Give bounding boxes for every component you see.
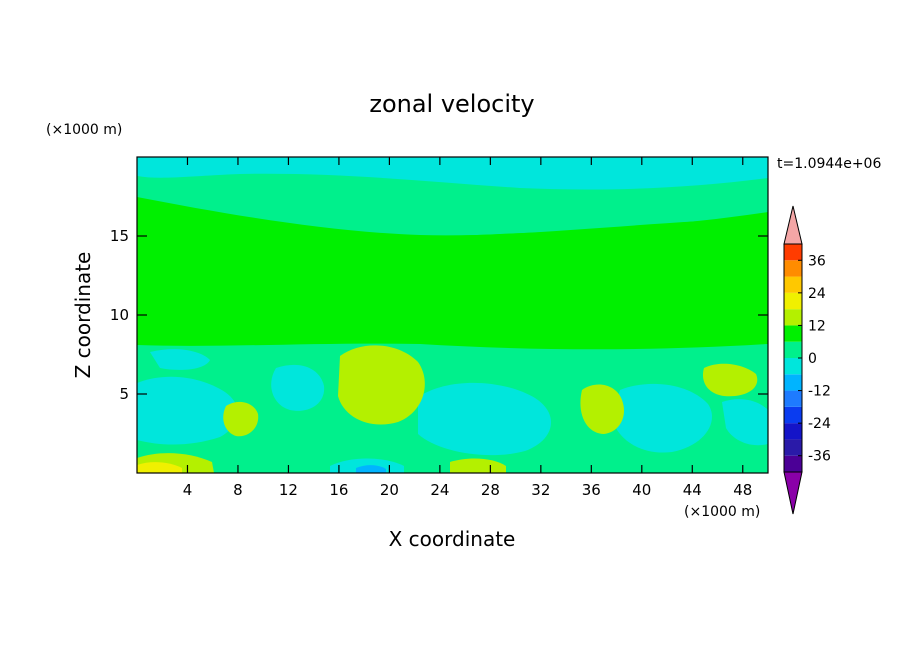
x-unit-label: (×1000 m) xyxy=(684,504,760,520)
field-low-cyan-far-right xyxy=(722,399,768,446)
x-tick-label: 12 xyxy=(279,481,298,499)
field-surface-blue-20 xyxy=(356,465,386,473)
colorbar-segment xyxy=(784,276,802,293)
x-tick-label: 48 xyxy=(733,481,752,499)
field-surface-yellow-core xyxy=(137,462,182,473)
field-mid-cyan-left xyxy=(150,349,210,370)
colorbar-tick-label: 12 xyxy=(808,318,826,334)
colorbar-segment xyxy=(784,406,802,424)
colorbar-tick-label: -36 xyxy=(808,449,831,465)
field-low-cyan-right xyxy=(612,383,712,453)
x-tick-label: 8 xyxy=(233,481,243,499)
field-blob-yellowgreen-46 xyxy=(702,363,758,397)
y-tick-label: 5 xyxy=(119,385,129,403)
x-tick-label: 32 xyxy=(531,481,550,499)
x-tick-label: 36 xyxy=(582,481,601,499)
field-low-cyan-left xyxy=(137,376,238,445)
x-tick-label: 16 xyxy=(329,481,348,499)
y-unit-label: (×1000 m) xyxy=(46,122,122,138)
colorbar-tick-label: 36 xyxy=(808,253,826,269)
field-top-cyan xyxy=(137,157,768,190)
field-blob-yellowgreen-20 xyxy=(338,345,425,425)
colorbar-segment xyxy=(784,358,802,375)
x-tick-label: 28 xyxy=(481,481,500,499)
colorbar-tick-label: -12 xyxy=(808,384,831,400)
colorbar-segment xyxy=(784,455,802,472)
x-axis-title: X coordinate xyxy=(389,527,516,551)
x-tick-label: 20 xyxy=(380,481,399,499)
chart-title: zonal velocity xyxy=(369,90,534,118)
colorbar-segment xyxy=(784,309,802,326)
field-low-cyan-mid xyxy=(418,382,552,456)
colorbar-segment xyxy=(784,423,802,440)
colorbar-tick-label: 24 xyxy=(808,286,826,302)
x-tick-label: 44 xyxy=(683,481,702,499)
x-axis: 4 8 12 16 20 24 28 32 36 40 44 48 xyxy=(183,157,752,499)
x-tick-label: 4 xyxy=(183,481,193,499)
field-blob-yellowgreen-36 xyxy=(580,384,624,434)
colorbar-segment xyxy=(784,325,802,342)
colorbar: -36 -24 -12 0 12 24 36 xyxy=(783,205,831,515)
colorbar-segment xyxy=(784,439,802,456)
colorbar-segment xyxy=(784,244,802,261)
field-cyan-patch xyxy=(271,364,325,411)
y-axis: 5 10 15 xyxy=(110,227,768,403)
x-tick-label: 24 xyxy=(430,481,449,499)
colorbar-segment xyxy=(784,374,802,391)
colorbar-segment xyxy=(784,260,802,277)
colorbar-extend-low xyxy=(783,471,803,515)
y-axis-title: Z coordinate xyxy=(71,252,95,379)
field-blob-yellowgreen-8 xyxy=(223,401,259,437)
field-band-upper-green xyxy=(137,205,768,247)
colorbar-extend-high xyxy=(783,205,803,245)
colorbar-segment xyxy=(784,390,802,407)
x-tick-label: 40 xyxy=(632,481,651,499)
contour-field xyxy=(137,157,768,473)
time-label: t=1.0944e+06 xyxy=(777,156,881,172)
y-tick-label: 15 xyxy=(110,227,129,245)
colorbar-tick-label: 0 xyxy=(808,351,817,367)
colorbar-tick-label: -24 xyxy=(808,416,831,432)
colorbar-segment xyxy=(784,292,802,310)
y-tick-label: 10 xyxy=(110,306,129,324)
colorbar-segment xyxy=(784,341,802,358)
field-surface-yellowgreen-28 xyxy=(450,458,506,473)
